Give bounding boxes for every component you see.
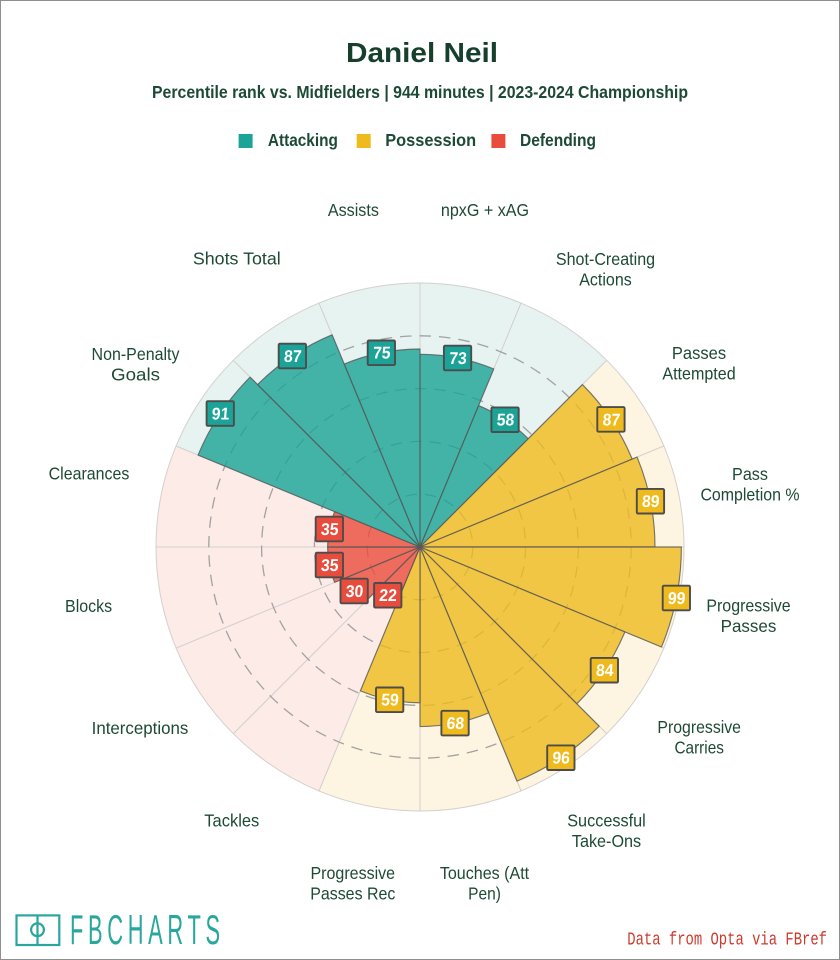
svg-text:Take-Ons: Take-Ons	[572, 831, 642, 851]
svg-text:59: 59	[381, 691, 400, 710]
svg-text:Progressive: Progressive	[657, 717, 741, 737]
svg-text:35: 35	[320, 520, 339, 539]
svg-text:Passes: Passes	[721, 616, 777, 636]
svg-text:58: 58	[496, 411, 515, 430]
svg-text:Blocks: Blocks	[65, 596, 112, 616]
svg-text:84: 84	[595, 661, 614, 680]
svg-text:Passes Rec: Passes Rec	[310, 884, 395, 904]
svg-text:Progressive: Progressive	[706, 595, 790, 615]
svg-text:Shot-Creating: Shot-Creating	[556, 249, 655, 269]
svg-text:Pen): Pen)	[468, 884, 501, 904]
svg-text:22: 22	[379, 586, 398, 605]
svg-text:Successful: Successful	[567, 811, 646, 831]
svg-text:Daniel Neil: Daniel Neil	[346, 37, 498, 68]
svg-text:FBCHARTS: FBCHARTS	[70, 908, 225, 954]
svg-text:npxG + xAG: npxG + xAG	[441, 200, 529, 220]
svg-text:96: 96	[552, 749, 571, 768]
svg-text:Touches (Att: Touches (Att	[440, 863, 529, 883]
svg-text:99: 99	[667, 589, 686, 608]
svg-text:Data from Opta via FBref: Data from Opta via FBref	[627, 929, 827, 950]
svg-text:Attacking: Attacking	[268, 130, 338, 150]
svg-text:Completion %: Completion %	[700, 485, 799, 505]
svg-text:Possession: Possession	[385, 130, 476, 150]
svg-text:Percentile rank vs. Midfielder: Percentile rank vs. Midfielders | 944 mi…	[152, 82, 688, 102]
svg-text:Defending: Defending	[520, 130, 596, 150]
svg-text:89: 89	[641, 492, 660, 511]
svg-text:73: 73	[449, 349, 468, 368]
svg-text:Carries: Carries	[674, 738, 724, 758]
svg-text:Shots Total: Shots Total	[193, 248, 281, 268]
svg-text:Goals: Goals	[111, 365, 160, 385]
svg-text:35: 35	[320, 556, 339, 575]
svg-text:Clearances: Clearances	[49, 464, 130, 484]
svg-text:Non-Penalty: Non-Penalty	[92, 344, 180, 364]
svg-text:91: 91	[211, 404, 230, 423]
svg-text:Progressive: Progressive	[311, 863, 396, 883]
svg-text:75: 75	[372, 344, 391, 363]
svg-text:30: 30	[345, 582, 364, 601]
svg-text:Actions: Actions	[579, 270, 632, 290]
svg-text:Interceptions: Interceptions	[92, 718, 189, 738]
svg-text:68: 68	[446, 714, 465, 733]
svg-text:87: 87	[283, 347, 302, 366]
svg-text:87: 87	[602, 410, 621, 429]
svg-text:Attempted: Attempted	[662, 363, 735, 383]
svg-text:Pass: Pass	[732, 464, 768, 484]
svg-text:Tackles: Tackles	[204, 810, 259, 830]
svg-text:Assists: Assists	[328, 200, 379, 220]
svg-text:Passes: Passes	[672, 343, 726, 363]
